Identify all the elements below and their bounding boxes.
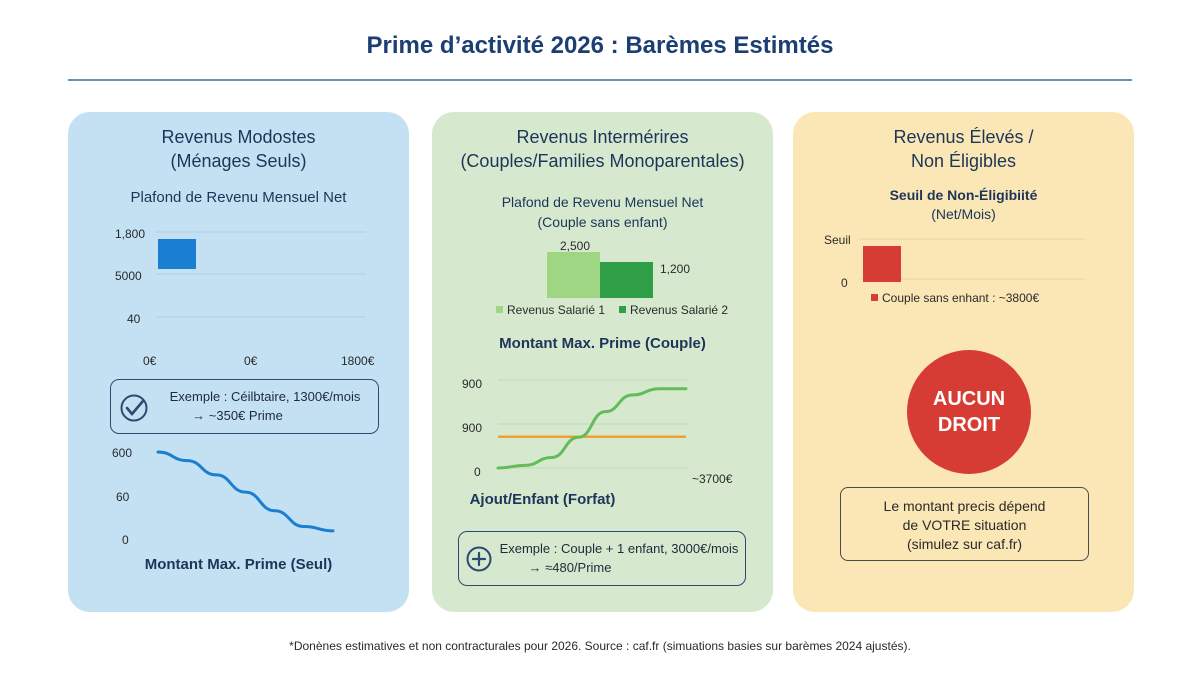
p1-xtick-2: 1800€ — [341, 354, 375, 368]
p2-bar-1 — [600, 262, 653, 298]
note-line1: Le montant precis dépend — [883, 498, 1046, 514]
p2-line-ytick-1: 900 — [462, 421, 483, 435]
p2-legend-swatch-0 — [496, 306, 503, 313]
panel3-chart-title-line2: (Net/Mois) — [931, 206, 996, 222]
p1-xtick-0: 0€ — [143, 354, 157, 368]
p3-bar-0 — [863, 246, 901, 282]
p2-example-box: Exemple : Couple + 1 enfant, 3000€/mois … — [458, 531, 746, 586]
p3-bar-chart — [859, 238, 1085, 282]
p2-example-line2: → ≈480/Prime — [528, 560, 612, 575]
p2-legend-label-1: Revenus Salarié 2 — [630, 303, 729, 317]
p2-legend-1: Revenus Salarié 2 — [619, 303, 728, 317]
footer-disclaimer: *Donènes estimatives et non contractural… — [289, 639, 911, 653]
p2-line-ytick-2: 0 — [474, 465, 481, 479]
panel1-chart-title: Plafond de Revenu Mensuel Net — [130, 189, 347, 206]
p3-legend-swatch — [871, 294, 878, 301]
panel2-title-line2: (Couples/Families Monoparentales) — [460, 151, 745, 171]
simulation-note: Le montant precis dépend de VOTRE situat… — [840, 487, 1089, 561]
panel2-title-line1: Revenus Intermérires — [516, 127, 689, 147]
p1-line-ytick-2: 0 — [122, 533, 129, 547]
note-line3: (simulez sur caf.fr) — [906, 536, 1023, 552]
p3-ytick-1: 0 — [841, 276, 848, 290]
p1-example-line2: → ~350€ Prime — [192, 408, 283, 423]
p2-bar-0 — [547, 252, 600, 298]
p2-curve-title: Montant Max. Prime (Couple) — [499, 335, 706, 352]
badge-line1: AUCUN — [932, 388, 1006, 410]
p2-example-line1: Exemple : Couple + 1 enfant, 3000€/mois — [499, 541, 739, 556]
badge-line2: DROIT — [937, 414, 1001, 436]
p1-line-ytick-0: 600 — [112, 446, 133, 460]
p1-ytick-2: 40 — [127, 312, 141, 326]
p2-line-chart — [496, 379, 688, 470]
p1-line-chart — [156, 450, 335, 533]
title-divider — [68, 79, 1132, 81]
p1-line-ytick-1: 60 — [116, 490, 130, 504]
p1-ytick-1: 5000 — [115, 269, 142, 283]
p2-curve-bottom-title: Ajout/Enfant (Forfat) — [469, 491, 616, 508]
page-title: Prime d’activité 2026 : Barèmes Estimtés — [366, 32, 834, 59]
check-circle-icon — [120, 394, 148, 422]
panel3-chart-title-line1: Seuil de Non-Éligibiité — [889, 187, 1038, 203]
p2-bar-label-1: 1,200 — [660, 262, 691, 276]
panel3-title-line2: Non Éligibles — [910, 151, 1017, 171]
p1-example-line1: Exemple : Céilbtaire, 1300€/mois — [169, 389, 361, 404]
p3-legend-label: Couple sans enhant : ~3800€ — [882, 291, 1040, 305]
p1-bar-chart — [156, 231, 366, 318]
p2-line-x-end: ~3700€ — [692, 472, 733, 486]
p2-bar-label-0: 2,500 — [560, 239, 591, 253]
p1-series-line — [156, 450, 335, 533]
panel1-title-line1: Revenus Modostes — [161, 127, 316, 147]
p3-legend: Couple sans enhant : ~3800€ — [871, 291, 1039, 305]
panel-high-income: Revenus Élevés / Non Éligibles Seuil de … — [793, 112, 1134, 612]
panel2-chart-title-line1: Plafond de Revenu Mensuel Net — [501, 194, 704, 210]
panel-intermediate-income: Revenus Intermérires (Couples/Families M… — [432, 112, 773, 612]
p2-legend-0: Revenus Salarié 1 — [496, 303, 605, 317]
p2-legend-label-0: Revenus Salarié 1 — [507, 303, 606, 317]
p1-xtick-1: 0€ — [244, 354, 258, 368]
p2-line-ytick-0: 900 — [462, 377, 483, 391]
no-entitlement-badge: AUCUN DROIT — [907, 350, 1031, 474]
p1-example-box: Exemple : Céilbtaire, 1300€/mois → ~350€… — [110, 379, 379, 434]
p2-legend-swatch-1 — [619, 306, 626, 313]
plus-circle-icon — [466, 546, 492, 572]
panel1-title-line2: (Ménages Seuls) — [170, 151, 307, 171]
panel-modest-income: Revenus Modostes (Ménages Seuls) Plafond… — [68, 112, 409, 612]
p2-bar-chart — [547, 252, 653, 298]
p2-curve-line — [496, 387, 688, 470]
p1-ytick-0: 1,800 — [115, 227, 146, 241]
p3-ytick-0: Seuil — [824, 233, 851, 247]
panel3-title-line1: Revenus Élevés / — [893, 127, 1034, 147]
p1-bottom-title: Montant Max. Prime (Seul) — [144, 556, 333, 573]
p1-bar-0 — [158, 239, 196, 269]
note-line2: de VOTRE situation — [902, 517, 1027, 533]
panel2-chart-title-line2: (Couple sans enfant) — [537, 214, 668, 230]
